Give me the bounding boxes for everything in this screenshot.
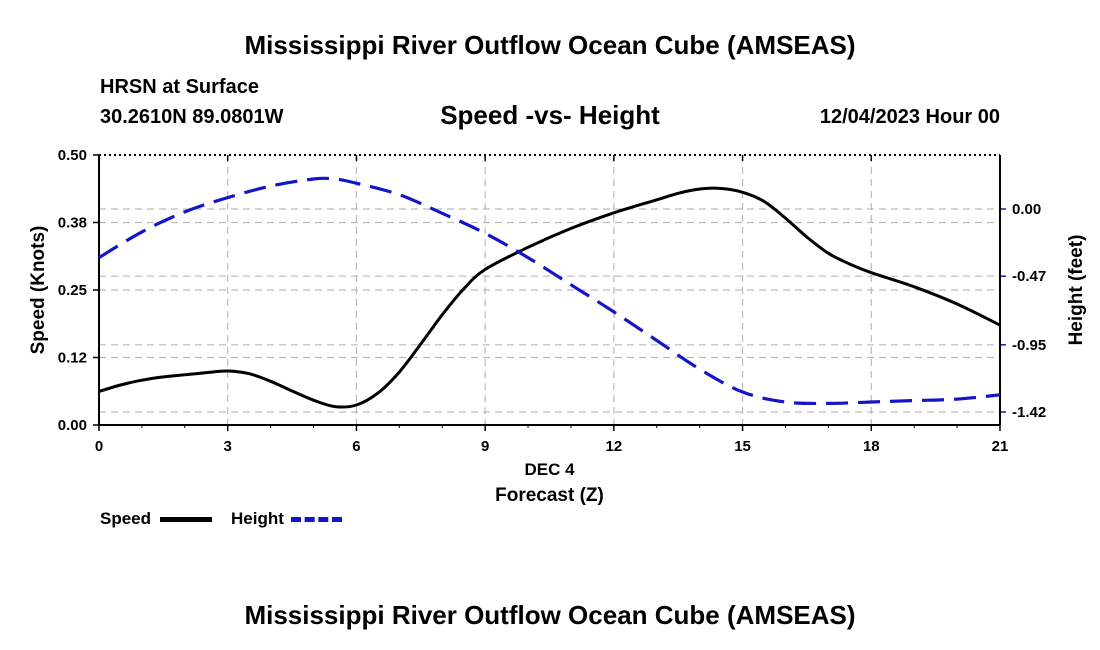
y-right-tick-label: -1.42 [1012, 404, 1046, 421]
legend-height-swatch [291, 517, 342, 522]
y-left-tick-label: 0.00 [58, 417, 87, 434]
y-right-axis-label: Height (feet) [1066, 235, 1087, 346]
speed-height-chart: 0 3 6 9 12 15 18 21 0.00 0.12 0.25 0.38 0.50 0.00 -0.4… [28, 147, 1087, 506]
legend-speed-swatch [160, 517, 212, 522]
x-tick-label: 9 [481, 438, 489, 455]
x-tick-label: 3 [224, 438, 232, 455]
y-left-tick-label: 0.25 [58, 282, 87, 299]
forecast-date: 12/04/2023 Hour 00 [819, 106, 1000, 128]
x-tick-label: 6 [352, 438, 360, 455]
x-tick-label: 21 [992, 438, 1009, 455]
station-name: HRSN at Surface [100, 76, 259, 98]
footer-title: Mississippi River Outflow Ocean Cube (AM… [244, 600, 856, 630]
height-series-line [98, 176, 1001, 406]
y-right-tick-label: -0.95 [1012, 337, 1046, 354]
y-left-axis-label: Speed (Knots) [28, 226, 49, 355]
x-axis-date-label: DEC 4 [524, 460, 575, 479]
x-tick-label: 0 [95, 438, 103, 455]
plot-title: Speed -vs- Height [440, 100, 660, 130]
legend-height-label: Height [231, 509, 284, 528]
y-right-tick-label: 0.00 [1012, 201, 1041, 218]
station-coordinates: 30.2610N 89.0801W [100, 106, 284, 128]
y-right-tick-label: -0.47 [1012, 268, 1046, 285]
y-left-tick-label: 0.38 [58, 215, 87, 232]
x-axis-label: Forecast (Z) [495, 485, 604, 506]
y-left-tick-label: 0.50 [58, 147, 87, 164]
y-left-tick-label: 0.12 [58, 350, 87, 367]
x-tick-label: 12 [606, 438, 623, 455]
x-tick-label: 15 [734, 438, 751, 455]
legend-speed-label: Speed [100, 509, 152, 528]
speed-series-line [98, 186, 1001, 409]
main-title: Mississippi River Outflow Ocean Cube (AM… [244, 30, 856, 60]
x-tick-label: 18 [863, 438, 880, 455]
